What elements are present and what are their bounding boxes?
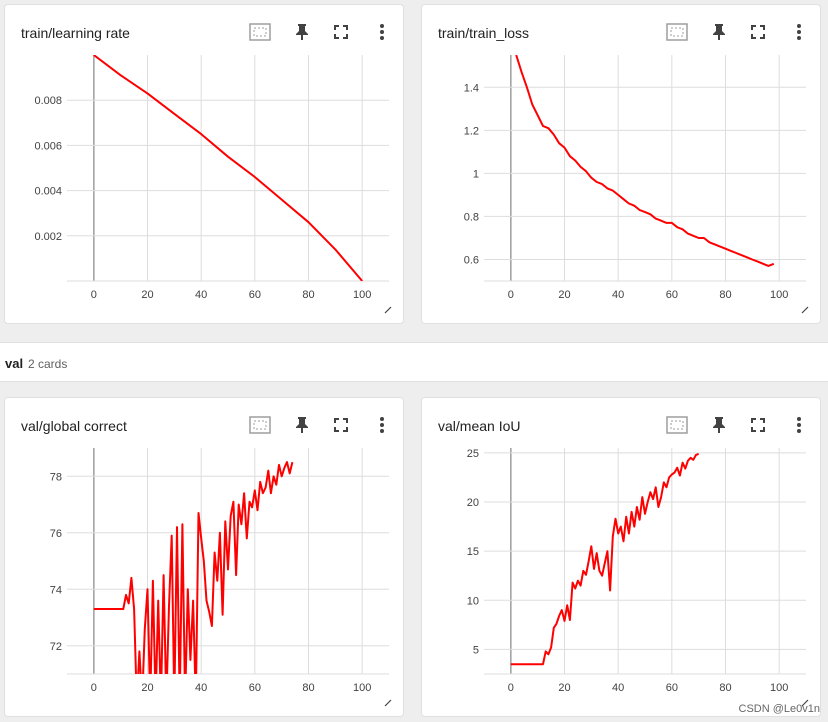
chart-svg: 0 20 40 60 80 100 5 10 15 20 25 [467,448,809,707]
section-header-val: val 2 cards [0,342,828,382]
y-tick-label: 72 [50,641,62,653]
y-tick-label: 15 [467,546,479,558]
chart-card-train-loss: train/train_loss 0 20 40 60 80 100 0.6 0.8 1 1.2 1… [421,4,821,324]
chart-svg: 0 20 40 60 80 100 72 74 76 78 [50,448,392,707]
section-card-count: 2 cards [28,357,68,371]
fit-domain-icon[interactable] [249,21,271,43]
series-line [93,461,294,674]
resize-handle-icon [801,306,809,314]
resize-handle-icon [384,306,392,314]
y-tick-label: 20 [467,497,479,509]
x-tick-label: 40 [612,289,624,301]
x-tick-label: 60 [249,289,261,301]
resize-handle-icon [801,699,809,707]
x-tick-label: 20 [141,682,153,694]
series-line [515,55,775,267]
y-tick-label: 78 [50,471,62,483]
x-tick-label: 80 [302,289,314,301]
y-tick-label: 0.006 [34,140,62,152]
pin-icon[interactable] [708,21,730,43]
y-tick-label: 0.8 [464,211,479,223]
chart-card-learning-rate: train/learning rate 0 20 40 60 80 100 0.002 0.0… [4,4,404,324]
fullscreen-icon[interactable] [330,21,352,43]
x-tick-label: 40 [195,289,207,301]
watermark: CSDN @Le0v1n [738,703,820,715]
resize-handle-icon [384,699,392,707]
card-title: val/global correct [21,418,127,434]
chart-card-mean-iou: val/mean IoU 0 20 40 60 80 100 5 10 15 20 25 [421,397,821,717]
x-tick-label: 100 [770,289,788,301]
x-tick-label: 60 [666,289,678,301]
x-tick-label: 100 [770,682,788,694]
x-tick-label: 20 [558,682,570,694]
x-tick-label: 0 [508,289,514,301]
x-tick-label: 80 [719,682,731,694]
section-name: val [5,356,24,371]
y-tick-label: 1.4 [464,82,479,94]
series-line [510,452,700,666]
more-vert-icon[interactable] [371,414,393,436]
y-tick-label: 74 [50,584,62,596]
fit-domain-icon[interactable] [666,21,688,43]
x-tick-label: 0 [91,289,97,301]
chart-svg: 0 20 40 60 80 100 0.002 0.004 0.006 0.008 [34,55,392,314]
x-tick-label: 20 [558,289,570,301]
more-vert-icon[interactable] [788,21,810,43]
x-tick-label: 0 [508,682,514,694]
fullscreen-icon[interactable] [330,414,352,436]
x-tick-label: 60 [249,682,261,694]
pin-icon[interactable] [291,414,313,436]
x-tick-label: 80 [302,682,314,694]
y-tick-label: 0.004 [34,186,62,198]
y-tick-label: 76 [50,528,62,540]
x-tick-label: 60 [666,682,678,694]
more-vert-icon[interactable] [371,21,393,43]
fit-domain-icon[interactable] [249,414,271,436]
chart-card-global-correct: val/global correct 0 20 40 60 80 100 72 74 76 78 [4,397,404,717]
y-tick-label: 0.008 [34,95,62,107]
fullscreen-icon[interactable] [747,414,769,436]
pin-icon[interactable] [708,414,730,436]
y-tick-label: 0.002 [34,231,62,243]
pin-icon[interactable] [291,21,313,43]
y-tick-label: 1.2 [464,125,479,137]
more-vert-icon[interactable] [788,414,810,436]
y-tick-label: 5 [473,644,479,656]
y-tick-label: 0.6 [464,254,479,266]
y-tick-label: 10 [467,595,479,607]
card-title: train/train_loss [438,25,530,41]
x-tick-label: 100 [353,682,371,694]
y-tick-label: 1 [473,168,479,180]
chart-svg: 0 20 40 60 80 100 0.6 0.8 1 1.2 1.4 [464,55,809,314]
x-tick-label: 40 [612,682,624,694]
x-tick-label: 40 [195,682,207,694]
x-tick-label: 0 [91,682,97,694]
card-title: train/learning rate [21,25,130,41]
fit-domain-icon[interactable] [666,414,688,436]
x-tick-label: 20 [141,289,153,301]
y-tick-label: 25 [467,448,479,460]
x-tick-label: 100 [353,289,371,301]
series-line [93,55,363,281]
fullscreen-icon[interactable] [747,21,769,43]
x-tick-label: 80 [719,289,731,301]
card-title: val/mean IoU [438,418,521,434]
